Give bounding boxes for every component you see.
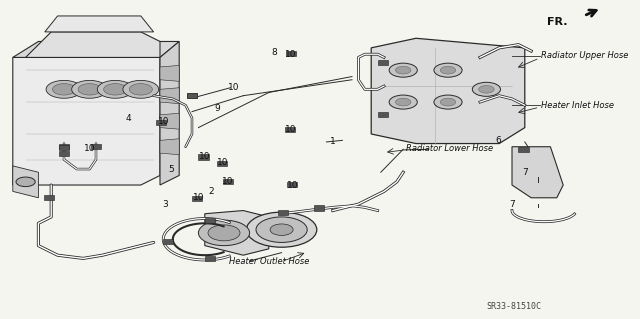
Text: 10: 10 xyxy=(199,152,211,161)
Circle shape xyxy=(72,80,108,98)
Polygon shape xyxy=(205,211,269,255)
Polygon shape xyxy=(160,88,179,104)
Polygon shape xyxy=(13,57,160,185)
Text: 10: 10 xyxy=(158,117,170,126)
Polygon shape xyxy=(160,113,179,129)
Bar xyxy=(314,205,324,211)
Bar xyxy=(198,154,209,160)
Text: 10: 10 xyxy=(193,193,204,202)
Bar xyxy=(223,179,233,184)
Polygon shape xyxy=(26,32,160,57)
Circle shape xyxy=(97,80,133,98)
Circle shape xyxy=(440,66,456,74)
Text: 1: 1 xyxy=(330,137,335,146)
Polygon shape xyxy=(13,166,38,198)
Circle shape xyxy=(479,85,494,93)
Circle shape xyxy=(129,84,152,95)
Circle shape xyxy=(104,84,127,95)
Circle shape xyxy=(434,95,462,109)
Text: 7: 7 xyxy=(522,168,527,177)
Text: SR33-81510C: SR33-81510C xyxy=(486,302,541,311)
Bar xyxy=(163,239,173,244)
Text: Heater Outlet Hose: Heater Outlet Hose xyxy=(229,257,310,266)
Bar xyxy=(59,144,69,149)
Circle shape xyxy=(256,217,307,242)
Polygon shape xyxy=(371,38,525,144)
Text: 10: 10 xyxy=(285,50,297,59)
Text: 8: 8 xyxy=(271,48,276,57)
Bar xyxy=(91,144,101,149)
Bar xyxy=(518,147,529,152)
Polygon shape xyxy=(160,41,179,185)
Bar xyxy=(59,145,69,150)
Bar xyxy=(205,218,215,223)
Text: 6: 6 xyxy=(495,136,500,145)
Polygon shape xyxy=(13,41,179,57)
Bar xyxy=(286,51,296,56)
Text: 3: 3 xyxy=(163,200,168,209)
Polygon shape xyxy=(512,147,563,198)
Text: 10: 10 xyxy=(287,181,299,189)
Text: 10: 10 xyxy=(217,158,228,167)
Text: FR.: FR. xyxy=(547,17,568,27)
Bar xyxy=(378,60,388,65)
Polygon shape xyxy=(45,16,154,32)
Text: 10: 10 xyxy=(222,177,234,186)
Circle shape xyxy=(123,80,159,98)
Bar xyxy=(287,182,297,187)
Text: Radiator Upper Hose: Radiator Upper Hose xyxy=(541,51,628,60)
Circle shape xyxy=(16,177,35,187)
Bar xyxy=(205,256,215,261)
Bar xyxy=(285,127,295,132)
Circle shape xyxy=(472,82,500,96)
Polygon shape xyxy=(160,139,179,155)
Text: 2: 2 xyxy=(209,187,214,196)
Bar xyxy=(378,112,388,117)
Text: 5: 5 xyxy=(169,165,174,174)
Bar xyxy=(156,120,166,125)
Text: 10: 10 xyxy=(285,125,297,134)
Circle shape xyxy=(46,80,82,98)
Text: 10: 10 xyxy=(228,83,239,92)
Bar xyxy=(59,151,69,156)
Text: 4: 4 xyxy=(125,114,131,122)
Circle shape xyxy=(396,98,411,106)
Circle shape xyxy=(52,84,76,95)
Circle shape xyxy=(389,95,417,109)
Text: Heater Inlet Hose: Heater Inlet Hose xyxy=(541,101,614,110)
Text: 7: 7 xyxy=(509,200,515,209)
Polygon shape xyxy=(160,65,179,81)
Text: 10: 10 xyxy=(84,144,95,153)
Text: 9: 9 xyxy=(215,104,220,113)
Circle shape xyxy=(270,224,293,235)
Bar xyxy=(278,210,288,215)
Text: Radiator Lower Hose: Radiator Lower Hose xyxy=(406,144,493,153)
Circle shape xyxy=(440,98,456,106)
Circle shape xyxy=(396,66,411,74)
Bar xyxy=(187,93,197,98)
Circle shape xyxy=(208,225,240,241)
Bar xyxy=(192,196,202,201)
Circle shape xyxy=(389,63,417,77)
Bar xyxy=(187,93,197,98)
Bar xyxy=(217,161,227,166)
Bar xyxy=(44,195,54,200)
Circle shape xyxy=(78,84,101,95)
Circle shape xyxy=(246,212,317,247)
Circle shape xyxy=(434,63,462,77)
Circle shape xyxy=(198,220,250,246)
